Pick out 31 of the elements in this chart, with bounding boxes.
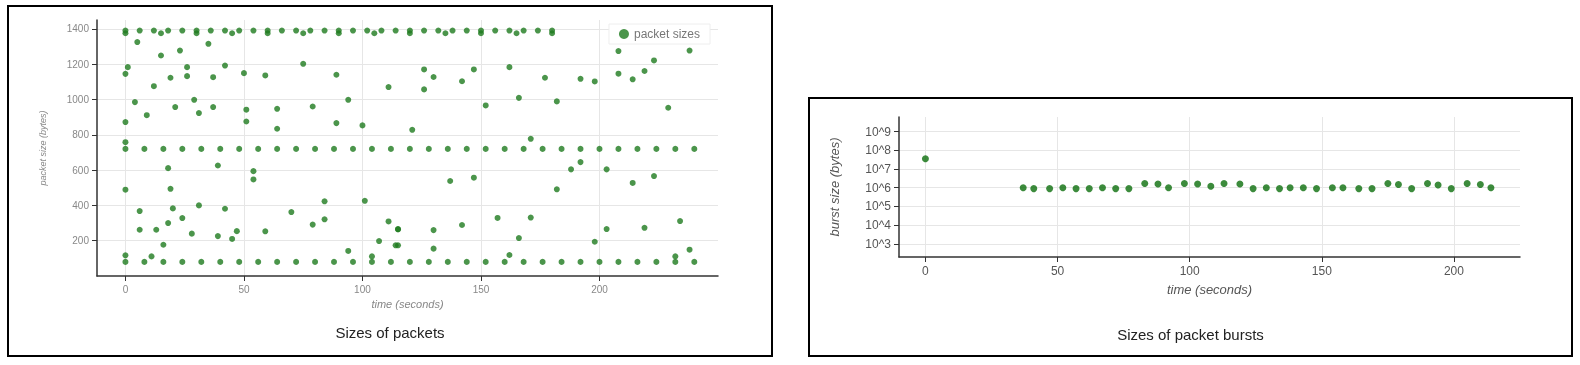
x-tick-label: 150	[472, 283, 490, 295]
y-tick-label: 10^7	[865, 162, 892, 177]
y-tick-label: 800	[72, 129, 90, 141]
y-tick-label: 10^8	[865, 143, 892, 158]
text: Sizes of packet bursts	[1117, 326, 1264, 343]
x-tick-label: 0	[122, 283, 129, 295]
y-tick-label: 10^3	[865, 236, 892, 251]
y-tick-label: 1000	[66, 93, 90, 105]
x-tick-label: 100	[354, 283, 372, 295]
y-tick-label: 200	[72, 235, 90, 247]
x-axis-title: time (seconds)	[1166, 282, 1253, 297]
text: Sizes of packets	[335, 324, 445, 341]
y-axis-title: packet size (bytes)	[37, 110, 48, 187]
x-tick-label: 150	[1311, 264, 1333, 278]
y-tick-label: 1200	[66, 58, 90, 70]
y-tick-label: 1400	[66, 23, 90, 35]
y-tick-label: 10^6	[865, 180, 892, 195]
y-tick-label: 10^4	[865, 218, 892, 233]
x-tick-label: 200	[591, 283, 609, 295]
x-tick-label: 200	[1443, 264, 1465, 278]
x-tick-label: 100	[1179, 264, 1201, 278]
x-tick-label: 50	[1050, 264, 1065, 278]
x-axis-title: time (seconds)	[371, 298, 444, 311]
x-tick-label: 50	[238, 283, 250, 295]
x-tick-label: 0	[922, 264, 930, 278]
y-tick-label: 400	[72, 199, 90, 211]
y-axis-title: burst size (bytes)	[827, 137, 842, 237]
y-tick-label: 10^9	[865, 124, 892, 139]
legend-label: packet sizes	[633, 27, 700, 41]
y-tick-label: 10^5	[865, 199, 892, 214]
y-tick-label: 600	[72, 164, 90, 176]
